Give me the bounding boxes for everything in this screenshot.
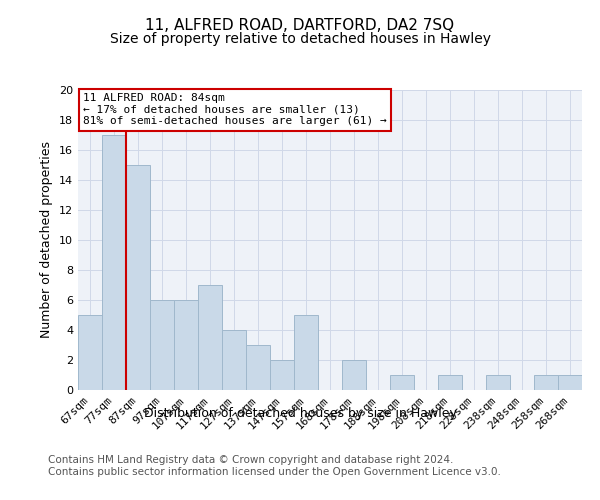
Bar xyxy=(486,375,510,390)
Text: Contains HM Land Registry data © Crown copyright and database right 2024.
Contai: Contains HM Land Registry data © Crown c… xyxy=(48,455,501,476)
Bar xyxy=(102,135,126,390)
Bar xyxy=(78,315,102,390)
Text: 11 ALFRED ROAD: 84sqm
← 17% of detached houses are smaller (13)
81% of semi-deta: 11 ALFRED ROAD: 84sqm ← 17% of detached … xyxy=(83,93,387,126)
Bar xyxy=(126,165,150,390)
Text: Distribution of detached houses by size in Hawley: Distribution of detached houses by size … xyxy=(143,408,457,420)
Bar xyxy=(294,315,318,390)
Bar xyxy=(390,375,414,390)
Text: Size of property relative to detached houses in Hawley: Size of property relative to detached ho… xyxy=(110,32,491,46)
Bar xyxy=(222,330,246,390)
Bar xyxy=(198,285,222,390)
Bar xyxy=(270,360,294,390)
Bar xyxy=(174,300,198,390)
Text: 11, ALFRED ROAD, DARTFORD, DA2 7SQ: 11, ALFRED ROAD, DARTFORD, DA2 7SQ xyxy=(145,18,455,32)
Bar xyxy=(246,345,270,390)
Y-axis label: Number of detached properties: Number of detached properties xyxy=(40,142,53,338)
Bar xyxy=(150,300,174,390)
Bar xyxy=(342,360,366,390)
Bar xyxy=(558,375,582,390)
Bar xyxy=(438,375,462,390)
Bar xyxy=(534,375,558,390)
